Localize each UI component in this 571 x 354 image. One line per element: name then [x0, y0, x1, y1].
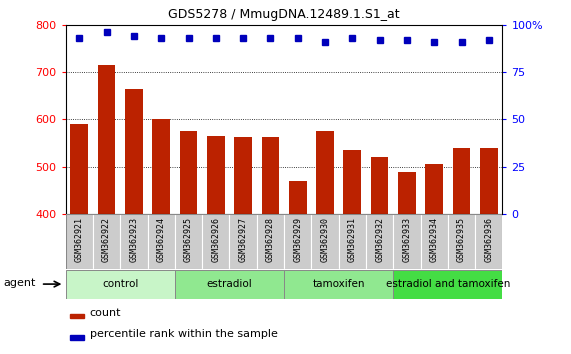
Text: control: control — [102, 279, 138, 289]
Bar — [147, 214, 175, 269]
Text: GSM362932: GSM362932 — [375, 217, 384, 262]
Text: estradiol: estradiol — [207, 279, 252, 289]
Text: GSM362928: GSM362928 — [266, 217, 275, 262]
Bar — [284, 214, 311, 269]
Text: GSM362933: GSM362933 — [403, 217, 412, 262]
Text: estradiol and tamoxifen: estradiol and tamoxifen — [385, 279, 510, 289]
Bar — [366, 214, 393, 269]
Bar — [398, 172, 416, 214]
Text: GSM362924: GSM362924 — [156, 217, 166, 262]
Text: GSM362929: GSM362929 — [293, 217, 302, 262]
Text: GSM362936: GSM362936 — [484, 217, 493, 262]
Bar — [284, 270, 393, 298]
Text: GSM362934: GSM362934 — [430, 217, 439, 262]
Bar — [175, 270, 284, 298]
Bar — [448, 214, 475, 269]
Bar — [289, 181, 307, 214]
Bar — [393, 214, 421, 269]
Bar — [98, 65, 115, 214]
Bar — [70, 336, 84, 340]
Bar — [371, 157, 388, 214]
Bar — [66, 270, 175, 298]
Bar — [234, 137, 252, 214]
Text: GSM362926: GSM362926 — [211, 217, 220, 262]
Bar — [339, 214, 366, 269]
Text: tamoxifen: tamoxifen — [312, 279, 365, 289]
Bar — [230, 214, 257, 269]
Bar — [453, 148, 471, 214]
Bar — [393, 270, 502, 298]
Text: GSM362923: GSM362923 — [130, 217, 138, 262]
Text: GSM362931: GSM362931 — [348, 217, 357, 262]
Bar — [125, 89, 143, 214]
Bar — [421, 214, 448, 269]
Bar — [262, 137, 279, 214]
Bar — [180, 131, 198, 214]
Title: GDS5278 / MmugDNA.12489.1.S1_at: GDS5278 / MmugDNA.12489.1.S1_at — [168, 8, 400, 21]
Text: GSM362922: GSM362922 — [102, 217, 111, 262]
Text: GSM362927: GSM362927 — [239, 217, 248, 262]
Bar — [70, 314, 84, 318]
Text: agent: agent — [3, 278, 35, 287]
Bar — [343, 150, 361, 214]
Text: percentile rank within the sample: percentile rank within the sample — [90, 329, 278, 339]
Text: GSM362930: GSM362930 — [320, 217, 329, 262]
Text: GSM362935: GSM362935 — [457, 217, 466, 262]
Text: GSM362921: GSM362921 — [75, 217, 84, 262]
Bar — [66, 214, 93, 269]
Bar — [480, 148, 498, 214]
Bar — [257, 214, 284, 269]
Bar — [475, 214, 502, 269]
Text: GSM362925: GSM362925 — [184, 217, 193, 262]
Bar — [93, 214, 120, 269]
Bar — [70, 124, 88, 214]
Bar — [425, 165, 443, 214]
Bar — [202, 214, 230, 269]
Bar — [175, 214, 202, 269]
Text: count: count — [90, 308, 121, 318]
Bar — [311, 214, 339, 269]
Bar — [152, 119, 170, 214]
Bar — [316, 131, 334, 214]
Bar — [120, 214, 147, 269]
Bar — [207, 136, 225, 214]
